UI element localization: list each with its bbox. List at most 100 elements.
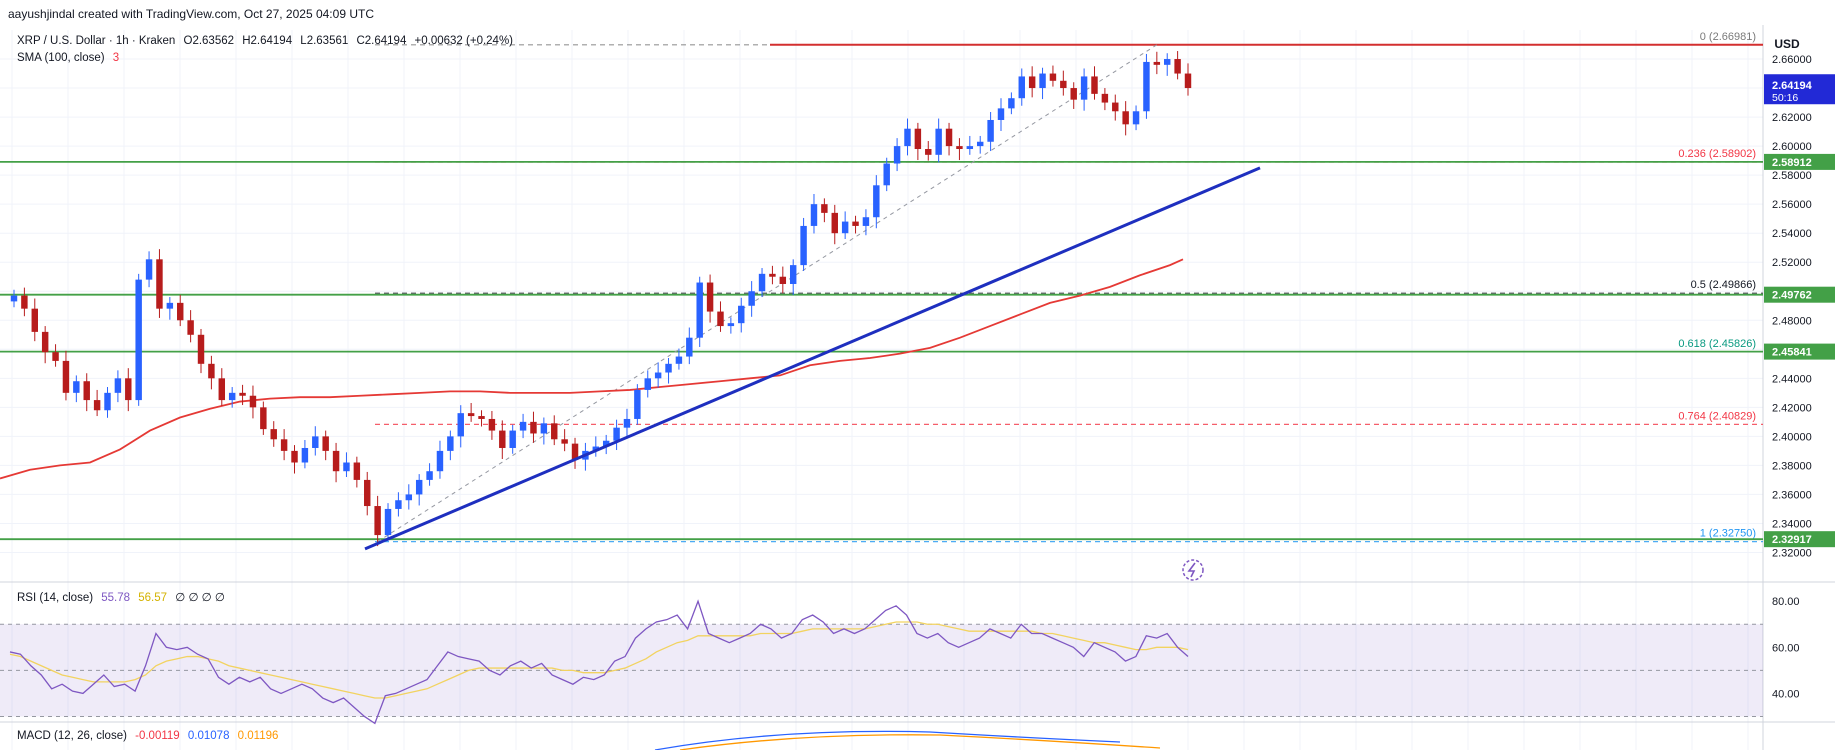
level-tag-bg (1764, 153, 1835, 170)
candle-body (789, 265, 797, 284)
candle-body (935, 128, 942, 155)
candle-body (218, 378, 226, 401)
candle-body (800, 225, 807, 266)
price-tick-label: 2.66000 (1772, 54, 1812, 66)
macd-label: MACD (12, 26, close) (17, 730, 127, 742)
rsi-tick-label: 80.00 (1772, 596, 1800, 608)
candle-body (1184, 73, 1192, 89)
candle-body (987, 119, 994, 142)
candle-body (83, 381, 90, 401)
price-tick-label: 2.62000 (1772, 112, 1812, 124)
candle-body (62, 360, 70, 393)
candle-body (810, 204, 818, 226)
candle-body (925, 149, 932, 155)
candle-body (1132, 111, 1140, 125)
candle-body (769, 273, 776, 277)
candle-body (623, 418, 631, 428)
trendline (364, 166, 1261, 551)
candle-body (395, 500, 402, 509)
change-value: +0.00632 (+0.24%) (414, 35, 514, 47)
candle-body (540, 423, 548, 434)
candle-body (1008, 98, 1015, 109)
rsi-tick-label: 60.00 (1772, 642, 1800, 654)
price-tick-label: 2.42000 (1772, 402, 1812, 414)
candle-body (997, 108, 1005, 120)
macd-hist-value: -0.00119 (135, 730, 180, 742)
candle-body (644, 378, 651, 390)
price-tick-label: 2.56000 (1772, 199, 1812, 211)
candle-body (145, 259, 153, 280)
price-tick-label: 2.52000 (1772, 257, 1812, 269)
candle-body (104, 392, 111, 411)
candle-body (976, 141, 984, 147)
candle-body (1091, 76, 1098, 94)
level-tag-label: 2.45841 (1772, 347, 1812, 359)
candle-body (1018, 76, 1025, 99)
rsi-label: RSI (14, close) (17, 592, 94, 604)
level-tag-label: 2.49762 (1772, 290, 1812, 302)
candle-body (353, 462, 361, 480)
candle-body (52, 352, 59, 361)
level-tag-bg (1764, 286, 1835, 303)
candle-body (727, 323, 735, 327)
candle-body (519, 421, 527, 431)
candle-body (956, 146, 963, 150)
candle-body (499, 430, 506, 448)
sma-value: 3 (112, 52, 120, 64)
rsi-tick-label: 40.00 (1772, 688, 1800, 700)
candle-body (405, 494, 413, 501)
candle-body (1060, 80, 1067, 89)
candle-body (862, 217, 870, 226)
candle-body (488, 418, 496, 431)
candle-body (696, 282, 703, 338)
candle-body (156, 259, 163, 309)
price-tick-label: 2.32000 (1772, 547, 1812, 559)
candle-body (249, 395, 257, 408)
candle-body (208, 363, 215, 379)
candle-body (571, 443, 579, 460)
candle-body (467, 413, 475, 417)
fib-level-label: 1 (2.32750) (1700, 528, 1756, 540)
candle-body (914, 128, 922, 150)
candle-body (239, 392, 246, 396)
attribution-header: aayushjindal created with TradingView.co… (8, 7, 374, 21)
level-tag-bg (1764, 343, 1835, 360)
candle-body (426, 471, 433, 480)
price-tick-label: 2.44000 (1772, 373, 1812, 385)
candle-body (384, 508, 392, 536)
macd-line (654, 730, 1121, 751)
candle-body (852, 221, 859, 226)
candle-body (675, 356, 683, 364)
candle-body (312, 436, 319, 448)
candle-body (114, 378, 122, 393)
candle-body (1164, 59, 1171, 65)
candle-body (779, 276, 787, 284)
rsi-legend: RSI (14, close) 55.78 56.57 ∅ ∅ ∅ ∅ (17, 590, 230, 604)
price-tick-label: 2.58000 (1772, 170, 1812, 182)
candle-body (457, 413, 464, 437)
price-tick-label: 2.40000 (1772, 431, 1812, 443)
sma-line (0, 258, 1184, 480)
candle-body (332, 450, 340, 472)
candle-body (1070, 88, 1077, 100)
candle-body (748, 291, 755, 306)
macd-legend: MACD (12, 26, close) -0.00119 0.01078 0.… (17, 730, 283, 742)
candle-body (270, 429, 277, 440)
candle-body (1039, 73, 1046, 89)
level-tag-bg (1764, 531, 1835, 548)
candle-body (364, 479, 371, 507)
price-tick-label: 2.36000 (1772, 489, 1812, 501)
candle-body (841, 221, 849, 234)
candle-body (821, 204, 828, 213)
candle-body (602, 440, 610, 447)
candle-body (966, 146, 974, 150)
candle-body (197, 334, 205, 364)
candle-body (634, 389, 641, 419)
level-tag-label: 2.32917 (1772, 534, 1812, 546)
candle-body (478, 416, 485, 419)
candle-body (1174, 59, 1181, 74)
candle-body (904, 128, 911, 147)
fib-level-label: 0.618 (2.45826) (1678, 338, 1756, 350)
